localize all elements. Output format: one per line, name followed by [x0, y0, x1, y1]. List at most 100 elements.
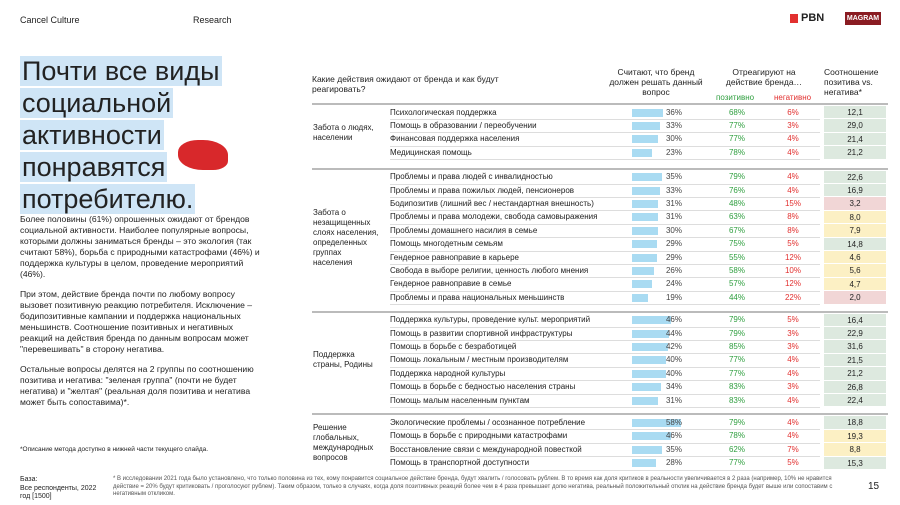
- row-name: Медицинская помощь: [390, 147, 472, 157]
- share-label: 35%: [665, 172, 682, 182]
- group-label: Решение глобальных, международных вопрос…: [313, 423, 374, 463]
- ratio-cell: 16,4: [824, 313, 886, 327]
- neg-value: 3%: [787, 341, 799, 351]
- neg-value: 5%: [787, 458, 799, 468]
- share-bar: [632, 432, 672, 441]
- neg-value: 8%: [787, 212, 799, 222]
- neg-value: 4%: [787, 134, 799, 144]
- ratio-cell: 15,3: [824, 456, 886, 470]
- row-name: Помощь в борьбе с бедностью населения ст…: [390, 382, 576, 392]
- share-label: 19%: [665, 292, 682, 302]
- header-left: Cancel Culture: [20, 15, 80, 25]
- share-label: 28%: [665, 458, 682, 468]
- share-bar: [632, 342, 668, 351]
- ratio-cell: 7,9: [824, 224, 886, 238]
- group-label: Поддержка страны, Родины: [313, 350, 373, 370]
- share-bar: [632, 226, 658, 235]
- pos-value: 67%: [728, 225, 745, 235]
- ratio-cell: 12,1: [824, 106, 886, 120]
- pos-value: 79%: [728, 172, 745, 182]
- group-rule: [312, 413, 888, 416]
- share-bar: [632, 316, 672, 325]
- neg-value: 4%: [787, 355, 799, 365]
- share-bar: [632, 121, 661, 130]
- col-share: Считают, что бренд должен решать данный …: [609, 67, 703, 97]
- col-ratio: Соотношение позитива vs. негатива*: [824, 67, 879, 97]
- share-bar: [632, 445, 662, 454]
- row-rule: [390, 210, 820, 211]
- share-bar: [632, 135, 658, 144]
- share-label: 29%: [665, 239, 682, 249]
- neg-value: 4%: [787, 368, 799, 378]
- ratio-cell: 29,0: [824, 119, 886, 133]
- share-label: 30%: [665, 225, 682, 235]
- row-name: Помощь в образовании / переобучении: [390, 120, 537, 130]
- neg-value: 12%: [784, 279, 801, 289]
- row-name: Помощь в развитии спортивной инфраструкт…: [390, 328, 573, 338]
- pos-value: 83%: [728, 382, 745, 392]
- row-name: Помощь в борьбе с природными катастрофам…: [390, 431, 568, 441]
- row-rule: [390, 132, 820, 133]
- row-rule: [390, 456, 820, 457]
- share-bar: [632, 293, 649, 302]
- row-name: Психологическая поддержка: [390, 107, 497, 117]
- ratio-cell: 21,4: [824, 132, 886, 147]
- share-label: 46%: [665, 431, 682, 441]
- pos-value: 76%: [728, 185, 745, 195]
- neg-value: 4%: [787, 431, 799, 441]
- neg-value: 22%: [784, 292, 801, 302]
- share-label: 31%: [665, 395, 682, 405]
- share-bar: [632, 173, 662, 182]
- row-rule: [390, 159, 820, 160]
- share-label: 58%: [665, 417, 682, 427]
- title-box: Почти все виды социальной активности пон…: [20, 55, 255, 215]
- row-name: Экологические проблемы / осознанное потр…: [390, 417, 586, 427]
- ratio-cell: 8,8: [824, 443, 886, 457]
- neg-value: 15%: [784, 198, 801, 208]
- share-bar: [632, 356, 666, 365]
- share-bar: [632, 266, 655, 275]
- share-bar: [632, 280, 653, 289]
- row-name: Помощь малым населенным пунктам: [390, 395, 530, 405]
- neg-value: 7%: [787, 444, 799, 454]
- share-bar: [632, 369, 666, 378]
- left-text: Более половины (61%) опрошенных ожидают …: [20, 214, 268, 408]
- share-bar: [632, 253, 657, 262]
- row-name: Проблемы и права людей с инвалидностью: [390, 172, 553, 182]
- share-label: 36%: [665, 107, 682, 117]
- row-rule: [390, 145, 820, 147]
- share-bar: [632, 418, 682, 427]
- ratio-cell: 16,9: [824, 184, 886, 198]
- paragraph: Более половины (61%) опрошенных ожидают …: [20, 214, 260, 279]
- ratio-cell: 21,2: [824, 367, 886, 381]
- col-pos: позитивно: [716, 93, 755, 102]
- pos-value: 44%: [728, 292, 745, 302]
- row-name: Помощь в борьбе с безработицей: [390, 341, 517, 351]
- col-question: Какие действия ожидают от бренда и как б…: [312, 74, 499, 94]
- share-label: 42%: [665, 341, 682, 351]
- header-middle: Research: [193, 15, 232, 25]
- neg-value: 5%: [787, 315, 799, 325]
- pos-value: 77%: [728, 355, 745, 365]
- row-rule: [390, 263, 820, 265]
- col-react: Отреагируют на действие бренда…: [725, 67, 803, 87]
- share-bar: [632, 199, 659, 208]
- ratio-cell: 22,4: [824, 394, 886, 408]
- row-rule: [390, 304, 820, 305]
- footnote: * В исследовании 2021 года было установл…: [113, 476, 833, 497]
- base-label: База:: [20, 476, 38, 483]
- pos-value: 77%: [728, 458, 745, 468]
- neg-value: 3%: [787, 120, 799, 130]
- share-label: 44%: [665, 328, 682, 338]
- share-label: 31%: [665, 198, 682, 208]
- pos-value: 63%: [728, 212, 745, 222]
- pos-value: 75%: [728, 239, 745, 249]
- share-label: 35%: [665, 444, 682, 454]
- share-label: 33%: [665, 185, 682, 195]
- share-bar: [632, 240, 657, 249]
- share-bar: [632, 329, 670, 338]
- neg-value: 3%: [787, 328, 799, 338]
- neg-value: 10%: [784, 265, 801, 275]
- pos-value: 78%: [728, 431, 745, 441]
- ratio-cell: 4,6: [824, 251, 886, 265]
